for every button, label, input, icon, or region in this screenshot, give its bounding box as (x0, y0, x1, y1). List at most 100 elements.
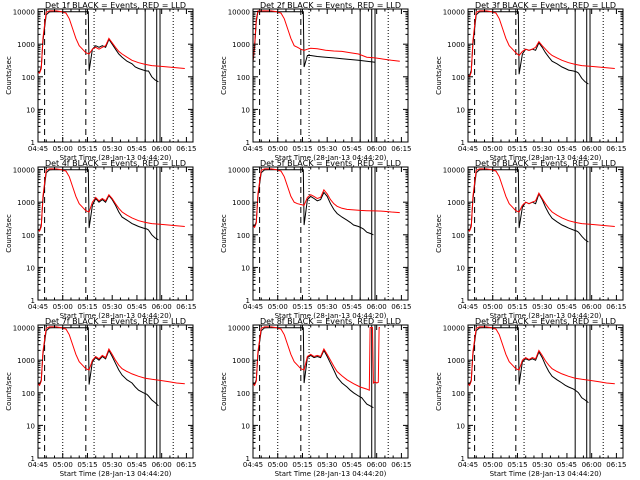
x-tick-label: 05:00 (268, 461, 288, 469)
y-tick-label: 10 (241, 422, 250, 430)
lld-series-line (468, 168, 615, 232)
x-axis-label: Start Time (28-Jan-13 04:44:20) (60, 312, 172, 320)
x-axis-label: Start Time (28-Jan-13 04:44:20) (275, 470, 387, 478)
detector-panel-2: 1 10 100 1000 10000 04:45 05:00 05:15 05:30 05:45… (220, 1, 411, 162)
y-axis-label: Counts/sec (435, 214, 443, 253)
x-tick-label: 05:15 (292, 303, 312, 311)
x-tick-label: 06:15 (391, 303, 411, 311)
y-tick-label: 1 (246, 139, 250, 147)
x-tick-label: 05:15 (507, 461, 527, 469)
y-tick-label: 10 (26, 106, 35, 114)
x-tick-label: 05:15 (77, 303, 97, 311)
x-tick-label: 05:00 (483, 303, 503, 311)
lld-series-line (253, 10, 400, 62)
x-tick-label: 06:15 (391, 145, 411, 153)
x-tick-label: 05:30 (317, 303, 337, 311)
detector-panel-7: 1 10 100 1000 10000 04:45 05:00 05:15 05:30 05:45… (5, 317, 196, 478)
events-series-line (253, 169, 374, 236)
x-axis-label: Start Time (28-Jan-13 04:44:20) (490, 154, 602, 162)
x-tick-label: 05:45 (127, 461, 147, 469)
x-tick-label: 04:45 (243, 145, 263, 153)
x-tick-label: 04:45 (458, 145, 478, 153)
y-tick-label: 100 (452, 74, 465, 82)
detector-panel-5: 1 10 100 1000 10000 04:45 05:00 05:15 05:30 05:45… (220, 159, 411, 320)
lld-series-line (38, 326, 185, 387)
y-tick-label: 1 (31, 297, 35, 305)
y-tick-label: 1 (31, 139, 35, 147)
detector-panel-1: 1 10 100 1000 10000 04:45 05:00 05:15 05:30 05:45… (5, 1, 196, 162)
detector-panel-9: 1 10 100 1000 10000 04:45 05:00 05:15 05:30 05:45… (435, 317, 626, 478)
x-tick-label: 06:00 (367, 145, 387, 153)
x-tick-label: 05:45 (342, 303, 362, 311)
y-tick-label: 100 (237, 232, 250, 240)
x-tick-label: 06:15 (606, 303, 626, 311)
events-series-line (468, 169, 589, 243)
x-tick-label: 06:15 (391, 461, 411, 469)
y-tick-label: 1 (246, 297, 250, 305)
x-tick-label: 05:00 (53, 303, 73, 311)
panel-title: Det 1f BLACK = Events, RED = LLD (45, 1, 186, 10)
y-tick-label: 100 (22, 390, 35, 398)
events-series-line (253, 11, 376, 68)
y-tick-label: 1 (461, 297, 465, 305)
x-tick-label: 04:45 (243, 461, 263, 469)
y-tick-label: 10 (456, 422, 465, 430)
x-tick-label: 06:00 (582, 303, 602, 311)
plot-frame (252, 166, 409, 301)
y-tick-label: 1000 (447, 199, 465, 207)
x-tick-label: 06:00 (367, 303, 387, 311)
x-tick-label: 05:30 (102, 461, 122, 469)
x-tick-label: 06:00 (582, 145, 602, 153)
lld-series-line (38, 168, 185, 232)
panel-title: Det 4f BLACK = Events, RED = LLD (45, 159, 186, 168)
plot-frame (467, 8, 624, 143)
x-tick-label: 04:45 (458, 461, 478, 469)
plot-frame (252, 8, 409, 143)
lld-series-line (468, 10, 615, 78)
detector-panel-4: 1 10 100 1000 10000 04:45 05:00 05:15 05:30 05:45… (5, 159, 196, 320)
y-tick-label: 1 (246, 455, 250, 463)
x-axis-label: Start Time (28-Jan-13 04:44:20) (490, 312, 602, 320)
x-axis-label: Start Time (28-Jan-13 04:44:20) (60, 470, 172, 478)
lld-series-line (253, 326, 380, 391)
y-tick-label: 1 (31, 455, 35, 463)
x-tick-label: 06:00 (152, 145, 172, 153)
x-tick-label: 05:30 (317, 145, 337, 153)
events-series-line (38, 169, 159, 241)
panel-title: Det 8f BLACK = Events, RED = LLD (260, 317, 401, 326)
x-tick-label: 05:45 (127, 145, 147, 153)
events-series-line (468, 11, 589, 85)
x-tick-label: 04:45 (28, 145, 48, 153)
x-tick-label: 06:00 (367, 461, 387, 469)
y-tick-label: 10 (456, 264, 465, 272)
x-tick-label: 05:30 (532, 145, 552, 153)
y-tick-label: 10 (26, 264, 35, 272)
x-tick-label: 06:15 (176, 145, 196, 153)
x-tick-label: 05:45 (557, 145, 577, 153)
y-tick-label: 1000 (232, 41, 250, 49)
y-tick-label: 10000 (13, 9, 35, 17)
x-tick-label: 06:15 (176, 303, 196, 311)
x-tick-label: 05:00 (268, 145, 288, 153)
y-tick-label: 1000 (17, 357, 35, 365)
y-tick-label: 100 (452, 232, 465, 240)
detector-panel-6: 1 10 100 1000 10000 04:45 05:00 05:15 05:30 05:45… (435, 159, 626, 320)
x-tick-label: 05:15 (292, 145, 312, 153)
panel-title: Det 5f BLACK = Events, RED = LLD (260, 159, 401, 168)
lld-series-line (253, 168, 400, 229)
x-tick-label: 05:30 (532, 303, 552, 311)
panel-title: Det 7f BLACK = Events, RED = LLD (45, 317, 186, 326)
y-tick-label: 100 (22, 74, 35, 82)
lld-series-line (468, 326, 615, 387)
panel-title: Det 2f BLACK = Events, RED = LLD (260, 1, 401, 10)
y-tick-label: 1000 (232, 357, 250, 365)
y-tick-label: 1000 (447, 41, 465, 49)
panel-title: Det 3f BLACK = Events, RED = LLD (475, 1, 616, 10)
x-tick-label: 05:00 (53, 461, 73, 469)
y-tick-label: 10000 (443, 9, 465, 17)
y-tick-label: 10000 (443, 167, 465, 175)
x-tick-label: 05:00 (53, 145, 73, 153)
y-tick-label: 10 (241, 106, 250, 114)
x-tick-label: 06:15 (606, 145, 626, 153)
